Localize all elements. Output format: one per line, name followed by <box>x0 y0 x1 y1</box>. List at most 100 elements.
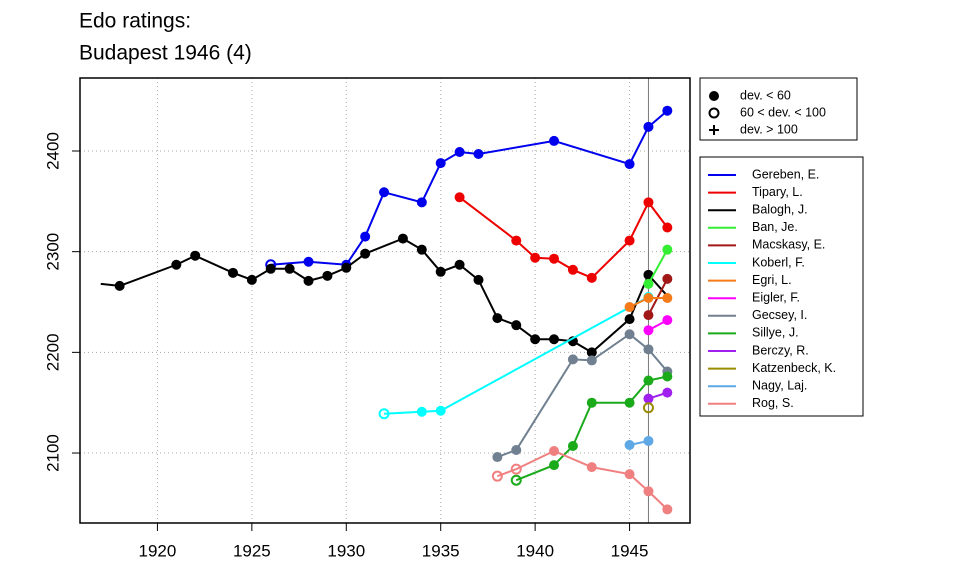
point <box>511 320 522 331</box>
point <box>549 135 560 146</box>
point <box>397 233 408 244</box>
point <box>171 259 182 270</box>
legend-label: Gereben, E. <box>752 167 819 181</box>
point <box>709 125 719 135</box>
point <box>643 292 654 303</box>
x-tick-label: 1935 <box>422 541 460 560</box>
legend-label: Nagy, Laj. <box>752 378 807 392</box>
y-tick-label: 2400 <box>43 132 62 170</box>
point <box>662 222 673 233</box>
legend-label: Koberl, F. <box>752 255 805 269</box>
legend-label: Sillye, J. <box>752 326 799 340</box>
point <box>378 408 390 420</box>
point <box>567 264 578 275</box>
point <box>642 402 654 414</box>
point <box>473 149 484 160</box>
legend-label: 60 < dev. < 100 <box>740 105 826 119</box>
point <box>709 91 719 101</box>
point <box>624 439 635 450</box>
y-tick-label: 2100 <box>43 434 62 472</box>
point <box>624 397 635 408</box>
point <box>643 344 654 355</box>
point <box>643 435 654 446</box>
point <box>303 256 314 267</box>
point <box>265 263 276 274</box>
x-tick-label: 1940 <box>516 541 554 560</box>
legend-label: Balogh, J. <box>752 202 808 216</box>
series-line <box>647 278 669 316</box>
point <box>662 292 673 303</box>
point <box>643 197 654 208</box>
x-tick-label: 1945 <box>611 541 649 560</box>
point <box>662 504 673 515</box>
legend-label: Berczy, R. <box>752 343 809 357</box>
point <box>624 302 635 313</box>
point <box>662 273 673 284</box>
legend-box <box>699 77 858 141</box>
series-line <box>384 296 649 415</box>
point <box>643 375 654 386</box>
series-line <box>497 332 669 458</box>
point <box>624 235 635 246</box>
point <box>643 310 654 321</box>
series-line <box>647 249 669 285</box>
series-line <box>270 109 668 266</box>
point <box>643 393 654 404</box>
legend-label: dev. > 100 <box>740 122 798 136</box>
point <box>586 462 597 473</box>
legend-label: Ban, Je. <box>752 220 798 234</box>
point <box>114 280 125 291</box>
point <box>510 463 522 475</box>
point <box>416 406 427 417</box>
point <box>530 252 541 263</box>
y-tick-label: 2300 <box>43 233 62 271</box>
point <box>624 469 635 480</box>
x-tick-label: 1925 <box>233 541 271 560</box>
point <box>190 250 201 261</box>
point <box>586 397 597 408</box>
point <box>416 244 427 255</box>
point <box>360 231 371 242</box>
point <box>643 278 654 289</box>
point <box>643 325 654 336</box>
series-line <box>497 449 669 511</box>
point <box>322 270 333 281</box>
series-line <box>100 237 669 354</box>
legend-label: Macskasy, E. <box>752 238 825 252</box>
point <box>549 460 560 471</box>
point <box>708 107 720 119</box>
point <box>303 275 314 286</box>
point <box>454 259 465 270</box>
point <box>662 387 673 398</box>
point <box>586 272 597 283</box>
point <box>567 440 578 451</box>
legend-label: Rog, S. <box>752 396 794 410</box>
series-line <box>458 196 669 280</box>
point <box>454 192 465 203</box>
point <box>624 329 635 340</box>
point <box>567 354 578 365</box>
x-tick-label: 1930 <box>327 541 365 560</box>
point <box>435 405 446 416</box>
point <box>511 445 522 456</box>
point <box>662 371 673 382</box>
point <box>549 334 560 345</box>
point <box>662 244 673 255</box>
point <box>511 235 522 246</box>
point <box>284 263 295 274</box>
point <box>624 314 635 325</box>
point <box>227 267 238 278</box>
point <box>473 274 484 285</box>
point <box>586 355 597 366</box>
point <box>492 452 503 463</box>
point <box>549 253 560 264</box>
point <box>662 105 673 116</box>
chart-subtitle: Budapest 1946 (4) <box>79 42 252 65</box>
point <box>643 486 654 497</box>
point <box>454 146 465 157</box>
point <box>491 470 503 482</box>
point <box>549 446 560 457</box>
point <box>586 347 597 358</box>
point <box>530 334 541 345</box>
